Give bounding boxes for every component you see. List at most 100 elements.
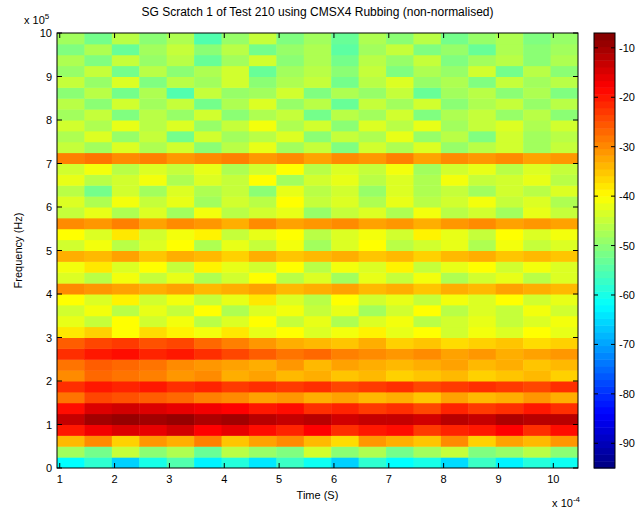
cell — [304, 283, 332, 294]
cell — [468, 87, 496, 98]
cell — [139, 153, 167, 164]
cell — [551, 359, 578, 370]
cell — [112, 55, 140, 66]
cell — [386, 87, 414, 98]
colorbar-swatch — [594, 183, 615, 190]
cell — [112, 338, 140, 349]
cell — [441, 457, 469, 468]
cell — [222, 251, 250, 262]
cell — [386, 403, 414, 414]
cell — [139, 142, 167, 153]
cell — [551, 33, 578, 44]
cell — [331, 338, 359, 349]
cell — [167, 414, 195, 425]
cell — [249, 185, 277, 196]
cell — [249, 142, 277, 153]
cell — [139, 272, 167, 283]
cell — [84, 316, 112, 327]
colorbar-tick — [611, 196, 615, 197]
cell — [468, 457, 496, 468]
cell — [331, 120, 359, 131]
colorbar-swatch — [594, 244, 615, 251]
cell — [441, 359, 469, 370]
cell — [249, 131, 277, 142]
cell — [304, 381, 332, 392]
cell — [468, 98, 496, 109]
cell — [304, 142, 332, 153]
y-tick — [57, 250, 62, 251]
colorbar-tick — [611, 47, 615, 48]
cell — [167, 392, 195, 403]
colorbar-tick-label: -50 — [619, 240, 635, 252]
cell — [112, 153, 140, 164]
x-tick-label: 5 — [276, 473, 282, 485]
cell — [276, 403, 304, 414]
cell — [194, 403, 222, 414]
cell — [468, 261, 496, 272]
cell — [167, 66, 195, 77]
colorbar-tick — [611, 393, 615, 394]
cell — [112, 98, 140, 109]
cell — [413, 33, 441, 44]
colorbar-tick — [611, 443, 615, 444]
cell — [386, 283, 414, 294]
cell — [551, 44, 578, 55]
chart: 12345678910012345678910x 105x 10-4SG Scr… — [0, 0, 644, 515]
cell — [304, 153, 332, 164]
cell — [222, 44, 250, 55]
cell — [331, 251, 359, 262]
cell — [194, 251, 222, 262]
x-tick — [59, 463, 60, 468]
cell — [523, 414, 551, 425]
cell — [496, 218, 524, 229]
cell — [249, 120, 277, 131]
cell — [441, 327, 469, 338]
cell — [112, 196, 140, 207]
cell — [413, 370, 441, 381]
cell — [413, 120, 441, 131]
colorbar-tick — [611, 245, 615, 246]
colorbar-swatch — [594, 33, 615, 40]
cell — [468, 153, 496, 164]
cell — [496, 44, 524, 55]
cell — [413, 218, 441, 229]
cell — [386, 392, 414, 403]
cell — [468, 294, 496, 305]
colorbar-swatch — [594, 346, 615, 353]
colorbar-swatch — [594, 278, 615, 285]
colorbar-tick-label: -20 — [619, 91, 635, 103]
cell — [496, 425, 524, 436]
x-tick-label: 6 — [331, 473, 337, 485]
cell — [496, 338, 524, 349]
cell — [276, 98, 304, 109]
cell — [194, 348, 222, 359]
cell — [441, 316, 469, 327]
cell — [222, 218, 250, 229]
cell — [112, 403, 140, 414]
colorbar-swatch — [594, 366, 615, 373]
cell — [551, 251, 578, 262]
cell — [249, 196, 277, 207]
cell — [194, 185, 222, 196]
cell — [112, 348, 140, 359]
y-tick-label: 5 — [46, 245, 52, 257]
cell — [523, 283, 551, 294]
cell — [249, 392, 277, 403]
cell — [551, 425, 578, 436]
cell — [359, 153, 387, 164]
cell — [276, 435, 304, 446]
cell — [413, 131, 441, 142]
cell — [359, 294, 387, 305]
y-tick — [57, 381, 62, 382]
cell — [57, 98, 85, 109]
cell — [523, 164, 551, 175]
cell — [276, 229, 304, 240]
cell — [112, 66, 140, 77]
colorbar-tick — [594, 47, 598, 48]
cell — [359, 240, 387, 251]
cell — [523, 370, 551, 381]
cell — [359, 77, 387, 88]
cell — [84, 174, 112, 185]
cell — [331, 185, 359, 196]
colorbar-swatch — [594, 407, 615, 414]
